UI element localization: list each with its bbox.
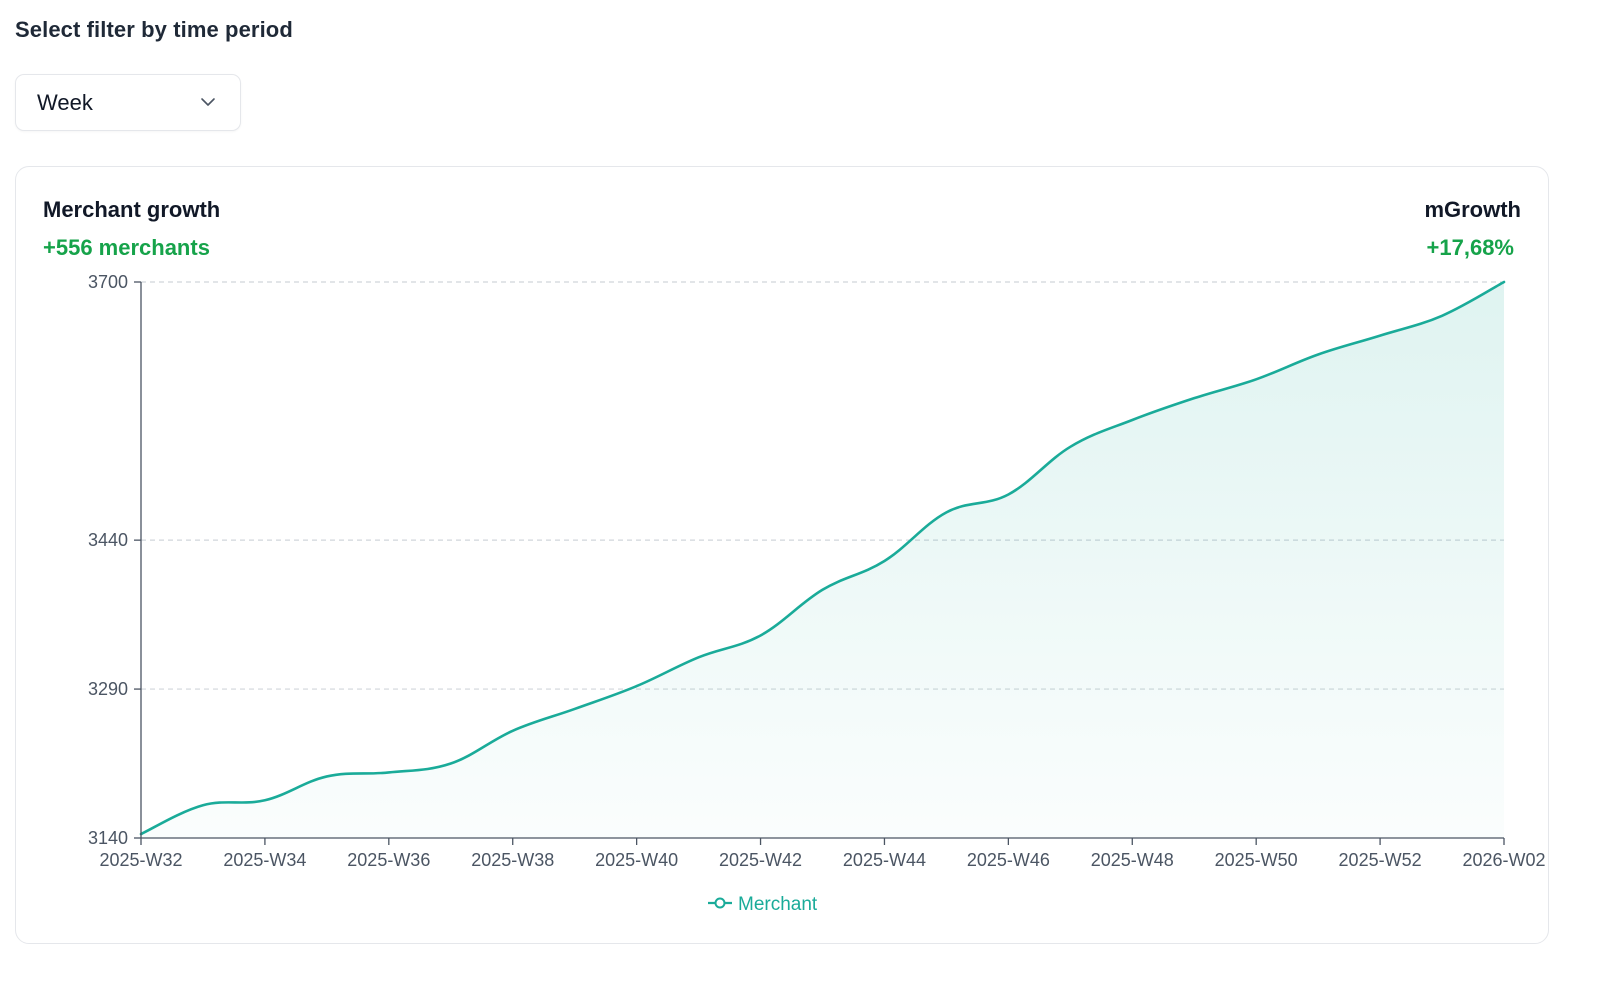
chevron-down-icon xyxy=(201,98,215,106)
data-point-2025-W52[interactable] xyxy=(1377,333,1383,339)
x-tick-label-2025-W44: 2025-W44 xyxy=(843,850,926,870)
data-point-2025-W43[interactable] xyxy=(820,587,826,593)
data-point-2025-W49[interactable] xyxy=(1191,395,1197,401)
x-tick-label-2025-W48: 2025-W48 xyxy=(1091,850,1174,870)
filter-label: Select filter by time period xyxy=(15,17,293,42)
time-period-select[interactable]: Week xyxy=(15,74,241,131)
data-point-2026-W02[interactable] xyxy=(1501,279,1507,285)
data-point-2025-W41[interactable] xyxy=(696,654,702,660)
data-point-2025-W36[interactable] xyxy=(386,769,392,775)
data-point-2025-W34[interactable] xyxy=(262,797,268,803)
data-point-2025-W38[interactable] xyxy=(510,728,516,734)
data-point-2025-W48[interactable] xyxy=(1129,417,1135,423)
data-point-2026-W01[interactable] xyxy=(1439,313,1445,319)
merchant-series-line xyxy=(139,280,1506,836)
data-point-2025-W51[interactable] xyxy=(1315,351,1321,357)
data-point-2025-W44[interactable] xyxy=(881,558,887,564)
x-tick-label-2025-W36: 2025-W36 xyxy=(347,850,430,870)
merchant-area-fill xyxy=(141,282,1504,838)
x-tick-label-2025-W50: 2025-W50 xyxy=(1215,850,1298,870)
data-point-2025-W47[interactable] xyxy=(1067,444,1073,450)
data-point-2025-W40[interactable] xyxy=(634,683,640,689)
data-point-2025-W45[interactable] xyxy=(943,509,949,515)
x-tick-label-2025-W34: 2025-W34 xyxy=(223,850,306,870)
legend-label: Merchant xyxy=(738,894,818,915)
x-tick-label-2025-W52: 2025-W52 xyxy=(1339,850,1422,870)
y-tick-label-3700: 3700 xyxy=(88,272,128,292)
data-point-2025-W37[interactable] xyxy=(448,761,454,767)
x-tick-label-2025-W32: 2025-W32 xyxy=(99,850,182,870)
data-point-2025-W42[interactable] xyxy=(758,632,764,638)
y-tick-label-3140: 3140 xyxy=(88,828,128,848)
card-title: Merchant growth xyxy=(43,197,221,222)
y-tick-label-3290: 3290 xyxy=(88,679,128,699)
kpi-label: mGrowth xyxy=(1424,197,1521,222)
data-point-2025-W39[interactable] xyxy=(572,706,578,712)
x-tick-label-2025-W46: 2025-W46 xyxy=(967,850,1050,870)
data-point-2025-W46[interactable] xyxy=(1005,491,1011,497)
x-tick-label-2026-W02: 2026-W02 xyxy=(1462,850,1545,870)
kpi-value: +17,68% xyxy=(1426,235,1514,260)
y-tick-label-3440: 3440 xyxy=(88,530,128,550)
legend-item-merchant[interactable]: Merchant xyxy=(708,894,818,915)
data-point-2025-W50[interactable] xyxy=(1253,376,1259,382)
x-tick-label-2025-W40: 2025-W40 xyxy=(595,850,678,870)
data-point-2025-W35[interactable] xyxy=(324,773,330,779)
merchant-delta: +556 merchants xyxy=(43,235,210,260)
x-tick-label-2025-W38: 2025-W38 xyxy=(471,850,554,870)
legend-marker-icon xyxy=(714,897,726,909)
time-period-select-value: Week xyxy=(37,90,93,115)
x-tick-label-2025-W42: 2025-W42 xyxy=(719,850,802,870)
data-point-2025-W33[interactable] xyxy=(200,802,206,808)
